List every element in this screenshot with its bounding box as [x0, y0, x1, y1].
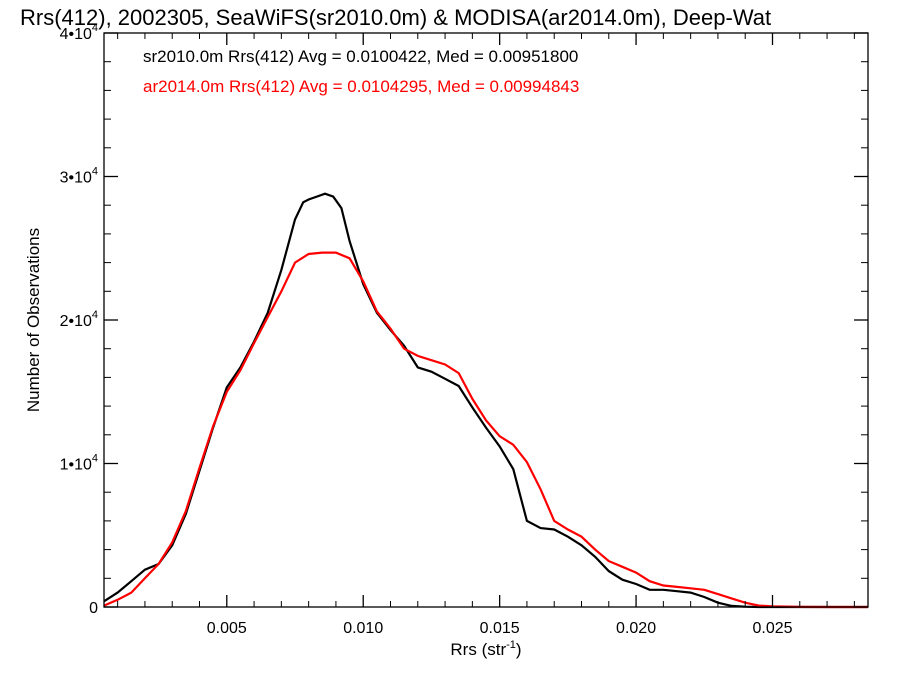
series-line-0: [103, 192, 868, 609]
annotation-group: sr2010.0m Rrs(412) Avg = 0.0100422, Med …: [143, 47, 579, 96]
y-tick-label: 0: [89, 600, 98, 617]
x-axis-label-main: Rrs (str: [450, 640, 506, 659]
x-axis-label-end: ): [516, 640, 522, 659]
y-tick-label: 3•104: [60, 166, 98, 187]
y-tick-label: 2•104: [60, 309, 98, 330]
stats-annotation-1: ar2014.0m Rrs(412) Avg = 0.0104295, Med …: [143, 77, 579, 96]
plot-frame: [103, 32, 869, 608]
x-tick-label: 0.020: [616, 620, 656, 637]
y-tick-label: 1•104: [60, 453, 98, 474]
y-axis-label: Number of Observations: [24, 228, 43, 412]
x-tick-label: 0.015: [480, 620, 520, 637]
series-layer: [103, 192, 868, 609]
series-line-1: [103, 251, 868, 609]
x-axis-label: Rrs (str-1): [450, 639, 521, 659]
y-tick-label: 4•104: [60, 22, 98, 43]
x-axis-label-exponent: -1: [506, 639, 516, 651]
axis-ticks: 0.005 0.010 0.015 0.020 0.025 0 1•104 2•104 3•10…: [60, 22, 868, 637]
x-tick-label: 0.010: [343, 620, 383, 637]
x-tick-label: 0.025: [752, 620, 792, 637]
stats-annotation-0: sr2010.0m Rrs(412) Avg = 0.0100422, Med …: [143, 47, 578, 66]
x-tick-label: 0.005: [207, 620, 247, 637]
chart-title: Rrs(412), 2002305, SeaWiFS(sr2010.0m) & …: [20, 5, 771, 30]
